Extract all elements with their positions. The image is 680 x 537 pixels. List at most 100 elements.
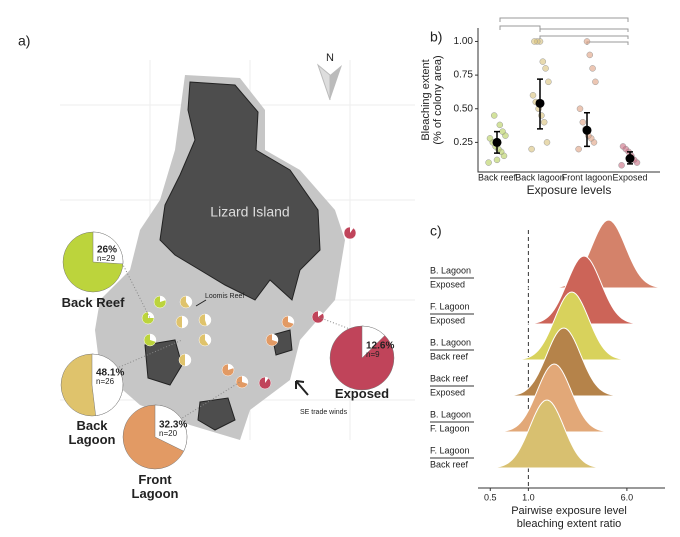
link-line: [177, 381, 241, 422]
islet: [197, 397, 236, 431]
x-tick-label: Back reef: [478, 172, 517, 182]
x-tick-label: Front lagoon: [562, 172, 613, 182]
pair-label: F. Lagoon: [430, 445, 470, 455]
pie-n-label: n=26: [96, 377, 115, 386]
data-point: [543, 139, 551, 146]
pair-label: Exposed: [430, 279, 465, 289]
axis: [477, 28, 660, 173]
pair-label: F. Lagoon: [430, 301, 470, 311]
site-pie-slice: [185, 354, 191, 366]
site-pie-slice: [228, 364, 234, 370]
site-pie-slice: [205, 334, 212, 345]
site-pie-slice: [182, 316, 188, 328]
link-line: [113, 339, 183, 370]
y-tick-label: 0.50: [454, 103, 474, 114]
x-axis-label: Pairwise exposure level: [511, 505, 627, 517]
data-point: [531, 38, 538, 45]
pair-label: Back reef: [430, 459, 469, 469]
site-label: Back Reef: [61, 295, 125, 310]
loomis-arrow: [195, 299, 207, 307]
site-pie-slice: [318, 311, 323, 317]
pair-label: Back reef: [430, 351, 469, 361]
data-point: [545, 78, 552, 86]
pie-n-label: n=9: [366, 350, 380, 359]
data-point: [618, 162, 625, 169]
x-tick-label: 1.0: [522, 492, 535, 502]
density: [477, 363, 665, 433]
pair-label: B. Lagoon: [430, 337, 471, 347]
data-point: [528, 145, 535, 153]
data-point: [576, 105, 584, 112]
density: [477, 399, 665, 469]
link-line: [113, 246, 151, 319]
data-point: [589, 65, 596, 72]
y-tick-label: 0.25: [454, 137, 474, 148]
island: [159, 81, 321, 301]
pair-label: F. Lagoon: [430, 423, 470, 433]
pie-value-label: 26%: [97, 245, 117, 256]
site-pie-slice: [265, 377, 269, 383]
data-point: [592, 78, 599, 86]
data-point: [540, 118, 548, 126]
site-pie-slice: [350, 227, 354, 233]
pie-slice: [92, 231, 124, 265]
data-point: [583, 38, 591, 45]
data-point: [579, 118, 587, 126]
site-pie-slice: [242, 376, 249, 384]
data-point: [539, 58, 547, 65]
mean-point: [625, 154, 635, 164]
y-axis-label: Bleaching extent: [420, 59, 432, 140]
x-tick-label: 0.5: [484, 492, 497, 502]
site-label: Exposed: [334, 386, 390, 401]
pie-value-label: 32.3%: [159, 420, 187, 431]
data-point: [490, 112, 498, 119]
comparison-brackets: [499, 17, 629, 45]
data-point: [575, 145, 582, 153]
pair-label: B. Lagoon: [430, 409, 471, 419]
pie-n-label: n=29: [97, 254, 116, 263]
pair-label: Exposed: [430, 387, 465, 397]
site-pie-slice: [160, 296, 166, 302]
pie-n-label: n=20: [159, 429, 178, 438]
islet: [144, 339, 183, 386]
loomis-label: Loomis Reef: [205, 293, 244, 300]
data-point: [529, 92, 537, 99]
mean-point: [535, 98, 545, 108]
site-pie-slice: [186, 296, 192, 307]
data-point: [496, 121, 504, 129]
x-axis-label: bleaching extent ratio: [517, 518, 622, 530]
data-point: [542, 65, 549, 72]
data-point: [485, 159, 492, 166]
pie-slice: [361, 325, 386, 359]
data-point: [493, 156, 501, 164]
pair-label: Exposed: [430, 315, 465, 325]
site-label: Front Lagoon: [131, 472, 179, 501]
data-point: [499, 128, 506, 135]
y-tick-label: 0.75: [454, 70, 474, 81]
pie-slice: [91, 353, 124, 417]
density: [478, 255, 666, 325]
mean-point: [582, 125, 592, 135]
panel-label: c): [430, 223, 442, 239]
pie-slice: [154, 404, 188, 452]
pair-label: B. Lagoon: [430, 265, 471, 275]
panel-label: b): [430, 29, 442, 45]
x-tick-label: Exposed: [612, 172, 647, 182]
north-label: N: [326, 52, 334, 64]
y-tick-label: 1.00: [454, 36, 474, 47]
site-pie-slice: [288, 316, 294, 324]
data-point: [586, 51, 594, 59]
north-arrow: N: [316, 52, 342, 101]
mean-point: [492, 137, 502, 147]
data-point: [619, 143, 627, 150]
panel-label: a): [18, 33, 30, 49]
pair-label: Back reef: [430, 373, 469, 383]
y-axis-label: (% of colony area): [432, 55, 444, 144]
density: [478, 327, 665, 397]
site-label: Back Lagoon: [68, 418, 116, 447]
x-axis-label: Exposure levels: [527, 183, 612, 197]
x-tick-label: Back lagoon: [515, 172, 565, 182]
x-tick-label: 6.0: [621, 492, 634, 502]
